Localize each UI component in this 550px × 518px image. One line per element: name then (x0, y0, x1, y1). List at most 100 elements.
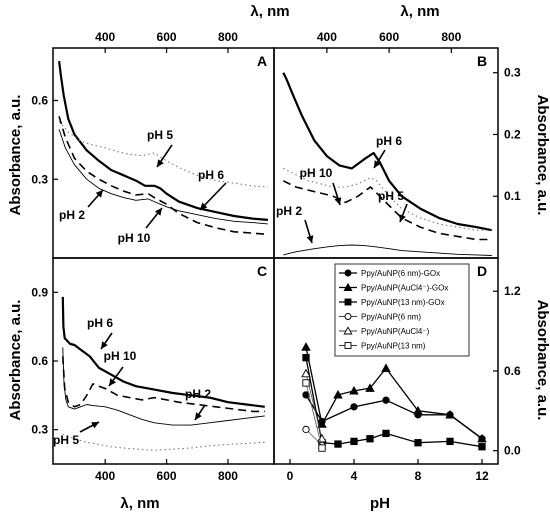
annotation-label: pH 10 (104, 349, 137, 363)
legend-label: Ppy/AuNP(6 nm)-GOx (361, 269, 440, 278)
data-point (302, 425, 310, 434)
panel-letter: A (257, 53, 267, 69)
data-point (414, 439, 422, 447)
data-point (350, 437, 358, 446)
panel-b: 400 600 800 0.1 0.2 0.3 BpH 6 pH 10 pH 5 pH 2 (273, 30, 521, 259)
data-point (301, 342, 311, 351)
right-axis-title-top: Absorbance, a.u. (534, 95, 550, 216)
annotation-label: pH 2 (185, 387, 211, 401)
y-tick-label: 0.6 (504, 364, 521, 378)
series-line (305, 382, 323, 449)
panel-frame (52, 47, 275, 259)
data-point (381, 363, 391, 372)
x-tick-label: 800 (218, 30, 238, 44)
series-line-ph-6 (282, 72, 493, 232)
x-tick-label: 400 (317, 30, 337, 44)
y-tick-label: 0.3 (31, 172, 48, 186)
series-line (305, 357, 483, 448)
series-line-ph-10 (282, 180, 492, 241)
y-tick-label: 1.2 (504, 284, 521, 298)
annotation-label: pH 6 (198, 168, 224, 182)
x-tick-label: 600 (379, 30, 399, 44)
data-point (301, 368, 311, 378)
panel-frame (52, 257, 275, 465)
left-axis-title-bottom: Absorbance, a.u. (7, 300, 24, 421)
data-point (477, 433, 487, 443)
series-line-ph-6 (61, 296, 265, 408)
data-point (365, 383, 375, 392)
data-point (349, 385, 359, 395)
data-point (478, 443, 486, 451)
arrow-head (109, 378, 116, 386)
bottom-right-axis-title: pH (370, 495, 390, 512)
left-axis-title-top: Absorbance, a.u. (7, 95, 24, 216)
legend-label: Ppy/AuNP(6 nm) (361, 313, 421, 322)
arrow-head (101, 341, 108, 349)
data-point (382, 429, 390, 438)
annotation-label: pH 6 (376, 134, 402, 148)
right-axis-title-bottom: Absorbance, a.u. (534, 300, 550, 421)
series-line-ph-10 (58, 116, 268, 236)
y-tick-label: 0.1 (504, 189, 521, 203)
legend-label: Ppy/AuNP(13 nm) (361, 342, 426, 351)
panel-letter: D (477, 263, 487, 279)
annotation-label: pH 10 (300, 166, 333, 180)
panel-letter: B (477, 53, 487, 69)
x-tick-label: 400 (95, 30, 115, 44)
y-tick-label: 0.3 (504, 66, 521, 80)
annotation-label: pH 10 (118, 231, 151, 245)
x-tick-label: 400 (95, 469, 115, 483)
top-right-axis-title: λ, nm (400, 3, 439, 20)
legend-label: Ppy/AuNP(AuCl4⁻)-GOx (361, 284, 448, 293)
series-line (305, 429, 323, 446)
data-point (317, 419, 327, 428)
arrow-head (95, 190, 103, 198)
bottom-axis-title: λ, nm (120, 495, 159, 512)
data-point (382, 396, 390, 404)
arrow-head (334, 197, 342, 205)
arrow-head (200, 202, 208, 210)
series-line (305, 394, 483, 440)
data-point (302, 379, 310, 387)
annotation-label: pH 6 (87, 316, 113, 330)
series-line-ph-6 (58, 60, 268, 221)
arrow-head (399, 214, 406, 222)
panel-letter: C (257, 263, 267, 279)
series-line-ph-2 (283, 244, 492, 256)
y-tick-label: 0.2 (504, 127, 521, 141)
annotation-label: pH 5 (53, 433, 79, 447)
arrow-head (157, 159, 164, 167)
annotation-label: pH 2 (276, 204, 302, 218)
legend-marker (344, 298, 352, 306)
y-tick-label: 0.3 (31, 423, 48, 437)
y-tick-label: 0.6 (31, 354, 48, 368)
top-axis-title: λ, nm (250, 3, 289, 20)
legend-box (334, 263, 470, 357)
data-point (446, 437, 454, 446)
y-tick-label: 0.9 (31, 285, 48, 299)
arrow-head (154, 208, 162, 216)
legend-marker (344, 313, 352, 320)
x-tick-label: 12 (475, 469, 489, 483)
annotation-label: pH 2 (59, 208, 85, 222)
data-point (318, 444, 326, 452)
annotation-label: pH 5 (378, 189, 404, 203)
series-line-ph-5 (62, 433, 265, 451)
x-tick-label: 800 (218, 469, 238, 483)
x-tick-label: 0 (287, 469, 294, 483)
data-point (333, 389, 343, 399)
legend-label: Ppy/AuNP(AuCl4⁻) (361, 327, 430, 336)
series-line-ph-10 (62, 356, 265, 413)
arrow-head (195, 412, 202, 420)
data-point (350, 403, 358, 411)
series-line-ph-2 (58, 129, 268, 225)
panel-d: 0 4 8 12 0.0 0.6 1.2 D Ppy/AuNP(6 nm)-GOx Ppy/AuN… (273, 257, 521, 483)
legend-marker (344, 269, 352, 277)
x-tick-label: 4 (351, 469, 358, 483)
legend-marker (344, 342, 352, 349)
data-point (366, 435, 374, 443)
series-line-ph-2 (62, 347, 265, 426)
legend-label: Ppy/AuNP(13 nm)-GOx (361, 298, 445, 307)
annotation-label: pH 5 (147, 128, 173, 142)
